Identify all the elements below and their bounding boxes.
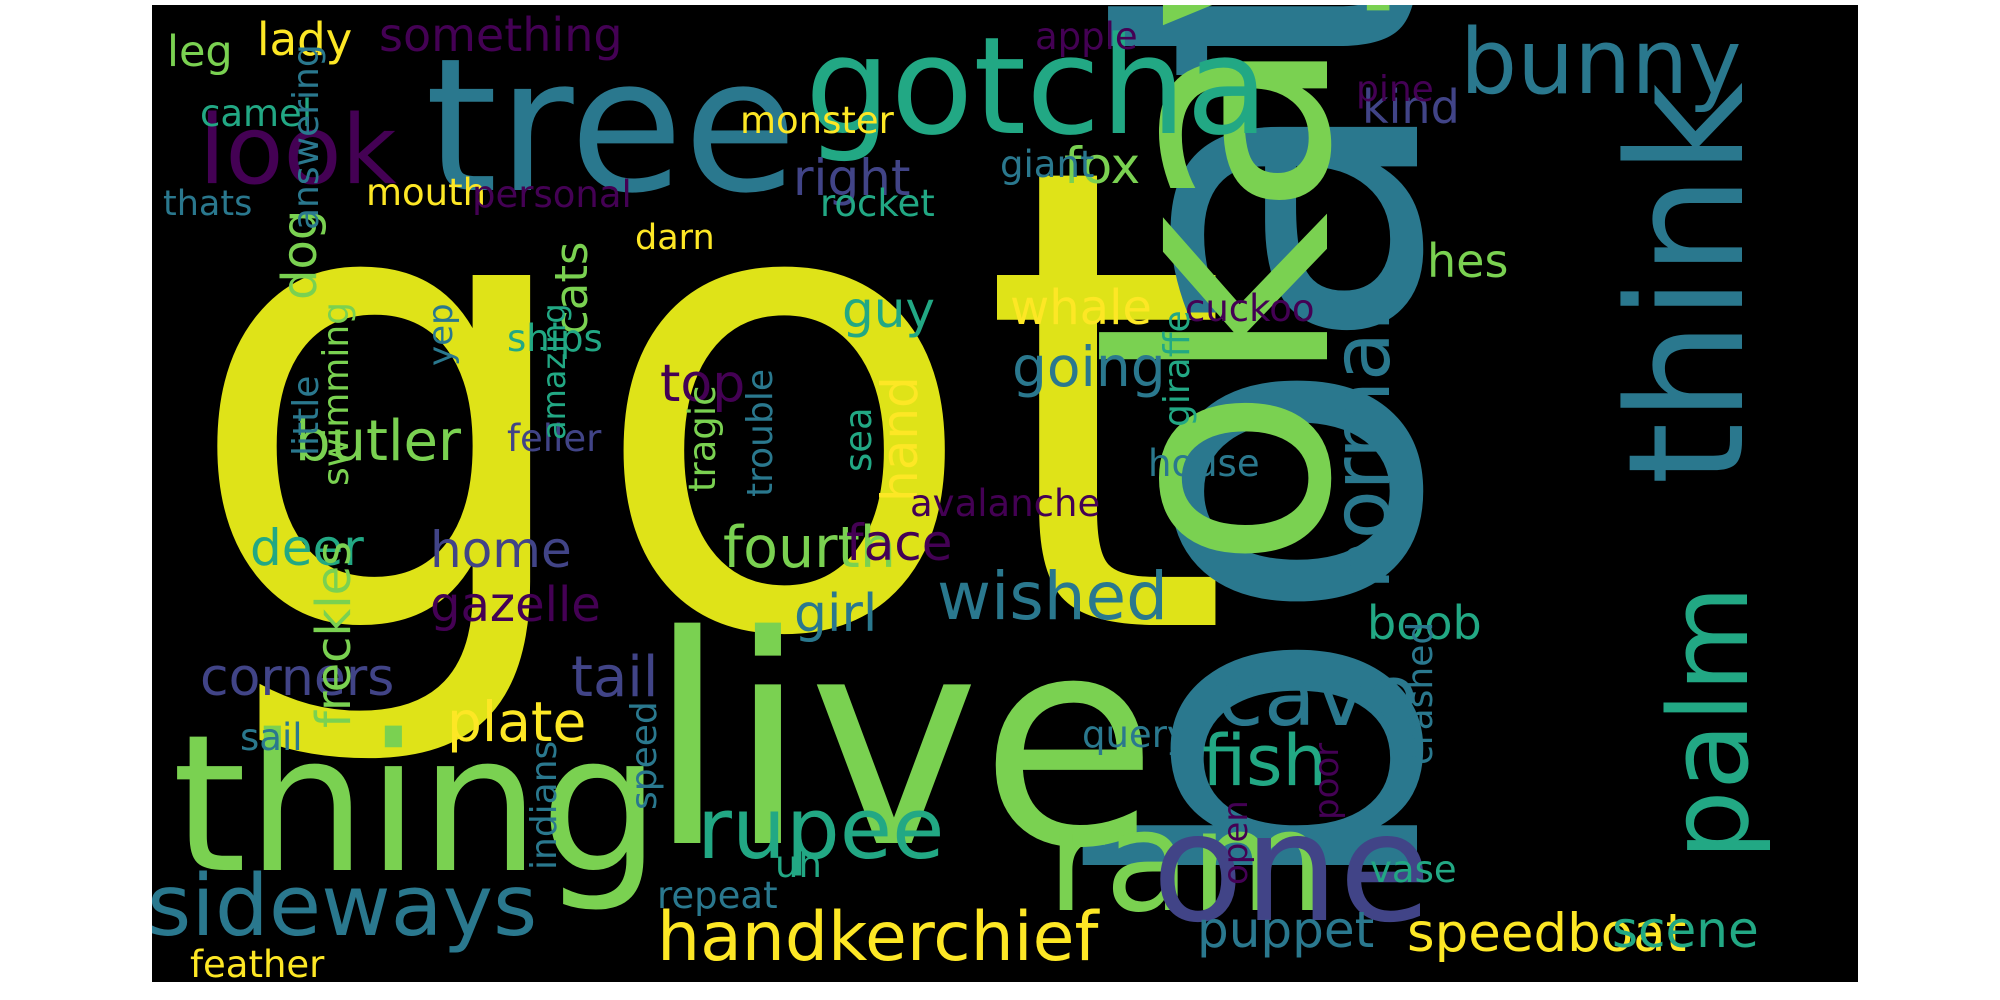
cloud-word-giant: giant	[1000, 143, 1094, 186]
cloud-word-sail: sail	[240, 716, 303, 759]
cloud-word-vase: vase	[1370, 848, 1457, 891]
cloud-word-scene: scene	[1612, 901, 1759, 959]
cloud-word-house: house	[1148, 442, 1260, 485]
cloud-word-monster: monster	[740, 99, 895, 142]
cloud-word-face: face	[846, 514, 953, 572]
cloud-word-kind: kind	[1362, 80, 1460, 134]
cloud-word-apple: apple	[1035, 15, 1138, 58]
cloud-word-something: something	[379, 8, 623, 62]
cloud-word-live: live	[647, 575, 1158, 912]
cloud-word-sea: sea	[837, 407, 880, 472]
cloud-word-sideways: sideways	[152, 857, 537, 956]
cloud-word-girl: girl	[794, 584, 877, 644]
cloud-word-home: home	[430, 521, 572, 579]
cloud-word-boat: boat	[1009, 5, 1521, 905]
cloud-word-camel: camel	[200, 92, 312, 135]
cloud-word-pine: pine	[1356, 69, 1434, 110]
cloud-word-leg: leg	[167, 27, 233, 77]
cloud-word-query: query	[1082, 713, 1189, 756]
cloud-word-tail: tail	[571, 645, 658, 710]
cloud-word-cuckoo: cuckoo	[1185, 287, 1315, 330]
cloud-word-little: little	[286, 376, 327, 456]
cloud-word-guy: guy	[842, 281, 935, 339]
cloud-word-hes: hes	[1427, 234, 1508, 288]
cloud-word-freckles: freckles	[306, 541, 362, 728]
cloud-word-palm: palm	[1645, 585, 1773, 860]
cloud-word-tree: tree	[425, 18, 797, 234]
cloud-word-right: right	[793, 149, 910, 207]
cloud-word-plate: plate	[447, 690, 586, 754]
cloud-word-personal: personal	[472, 173, 632, 216]
cloud-word-think: think	[1593, 82, 1780, 485]
cloud-word-got: got	[182, 31, 1231, 776]
cloud-word-top: top	[660, 354, 745, 414]
cloud-word-wished: wished	[937, 558, 1168, 635]
cloud-word-uh: uh	[775, 843, 822, 886]
cloud-word-cats: cats	[545, 242, 598, 335]
cloud-word-deer: deer	[250, 519, 364, 577]
cloud-word-going: going	[1012, 335, 1166, 399]
cloud-word-fox: fox	[1064, 137, 1140, 195]
cloud-word-ships: ships	[507, 317, 603, 360]
cloud-word-mouth: mouth	[366, 171, 486, 214]
cloud-word-feather: feather	[190, 943, 325, 982]
cloud-word-amazing: amazing	[535, 303, 573, 440]
cloud-word-tragic: tragic	[681, 385, 724, 492]
word-cloud: got boat okay live tree thing gotcha think ram on…	[152, 5, 1858, 982]
cloud-word-bunny: bunny	[1460, 10, 1742, 115]
cloud-word-crashed: crashed	[1400, 622, 1441, 765]
cloud-word-yep: yep	[421, 303, 461, 366]
cloud-word-rocket: rocket	[820, 182, 935, 225]
cloud-word-dog: dog	[272, 210, 328, 300]
cloud-word-butler: butler	[295, 409, 462, 474]
cloud-word-fish: fish	[1202, 720, 1327, 802]
cloud-word-swimming: swimming	[316, 302, 357, 486]
cloud-word-handkerchief: handkerchief	[657, 898, 1100, 977]
cloud-word-ram: ram	[1047, 781, 1327, 944]
cloud-word-fourth: fourth	[723, 515, 896, 581]
cloud-word-speedboat: speedboat	[1407, 903, 1686, 964]
cloud-word-trouble: trouble	[740, 369, 781, 497]
cloud-word-gotcha: gotcha	[805, 8, 1269, 165]
cloud-word-rupee: rupee	[697, 780, 944, 879]
cloud-word-indians: indians	[524, 741, 565, 870]
cloud-word-feller: feller	[507, 417, 602, 460]
cloud-word-look: look	[199, 96, 397, 206]
cloud-word-answering: answering	[286, 44, 327, 230]
cloud-word-normal: normal	[1315, 310, 1408, 590]
cloud-word-speed: speed	[624, 701, 665, 810]
cloud-word-avalanche: avalanche	[910, 482, 1100, 525]
cloud-word-thats: thats	[163, 184, 252, 224]
cloud-word-lady: lady	[257, 13, 352, 66]
cloud-word-okay: okay	[1049, 5, 1398, 570]
cloud-word-thing: thing	[172, 694, 661, 915]
cloud-word-boob: boob	[1367, 596, 1482, 650]
cloud-word-gazelle: gazelle	[430, 577, 601, 633]
cloud-word-giraffe: giraffe	[1157, 310, 1198, 427]
cloud-word-open: open	[1216, 800, 1256, 885]
cloud-word-one: one	[1152, 782, 1431, 956]
cloud-word-whale: whale	[1010, 280, 1152, 336]
cloud-word-corners: corners	[200, 648, 394, 708]
cloud-word-puppet: puppet	[1197, 901, 1374, 959]
cloud-word-hand: hand	[871, 376, 929, 502]
cloud-word-repeat: repeat	[657, 874, 778, 917]
cloud-word-darn: darn	[635, 218, 715, 258]
cloud-word-poor: poor	[1307, 743, 1347, 820]
cloud-word-cave: cave	[1217, 647, 1418, 746]
